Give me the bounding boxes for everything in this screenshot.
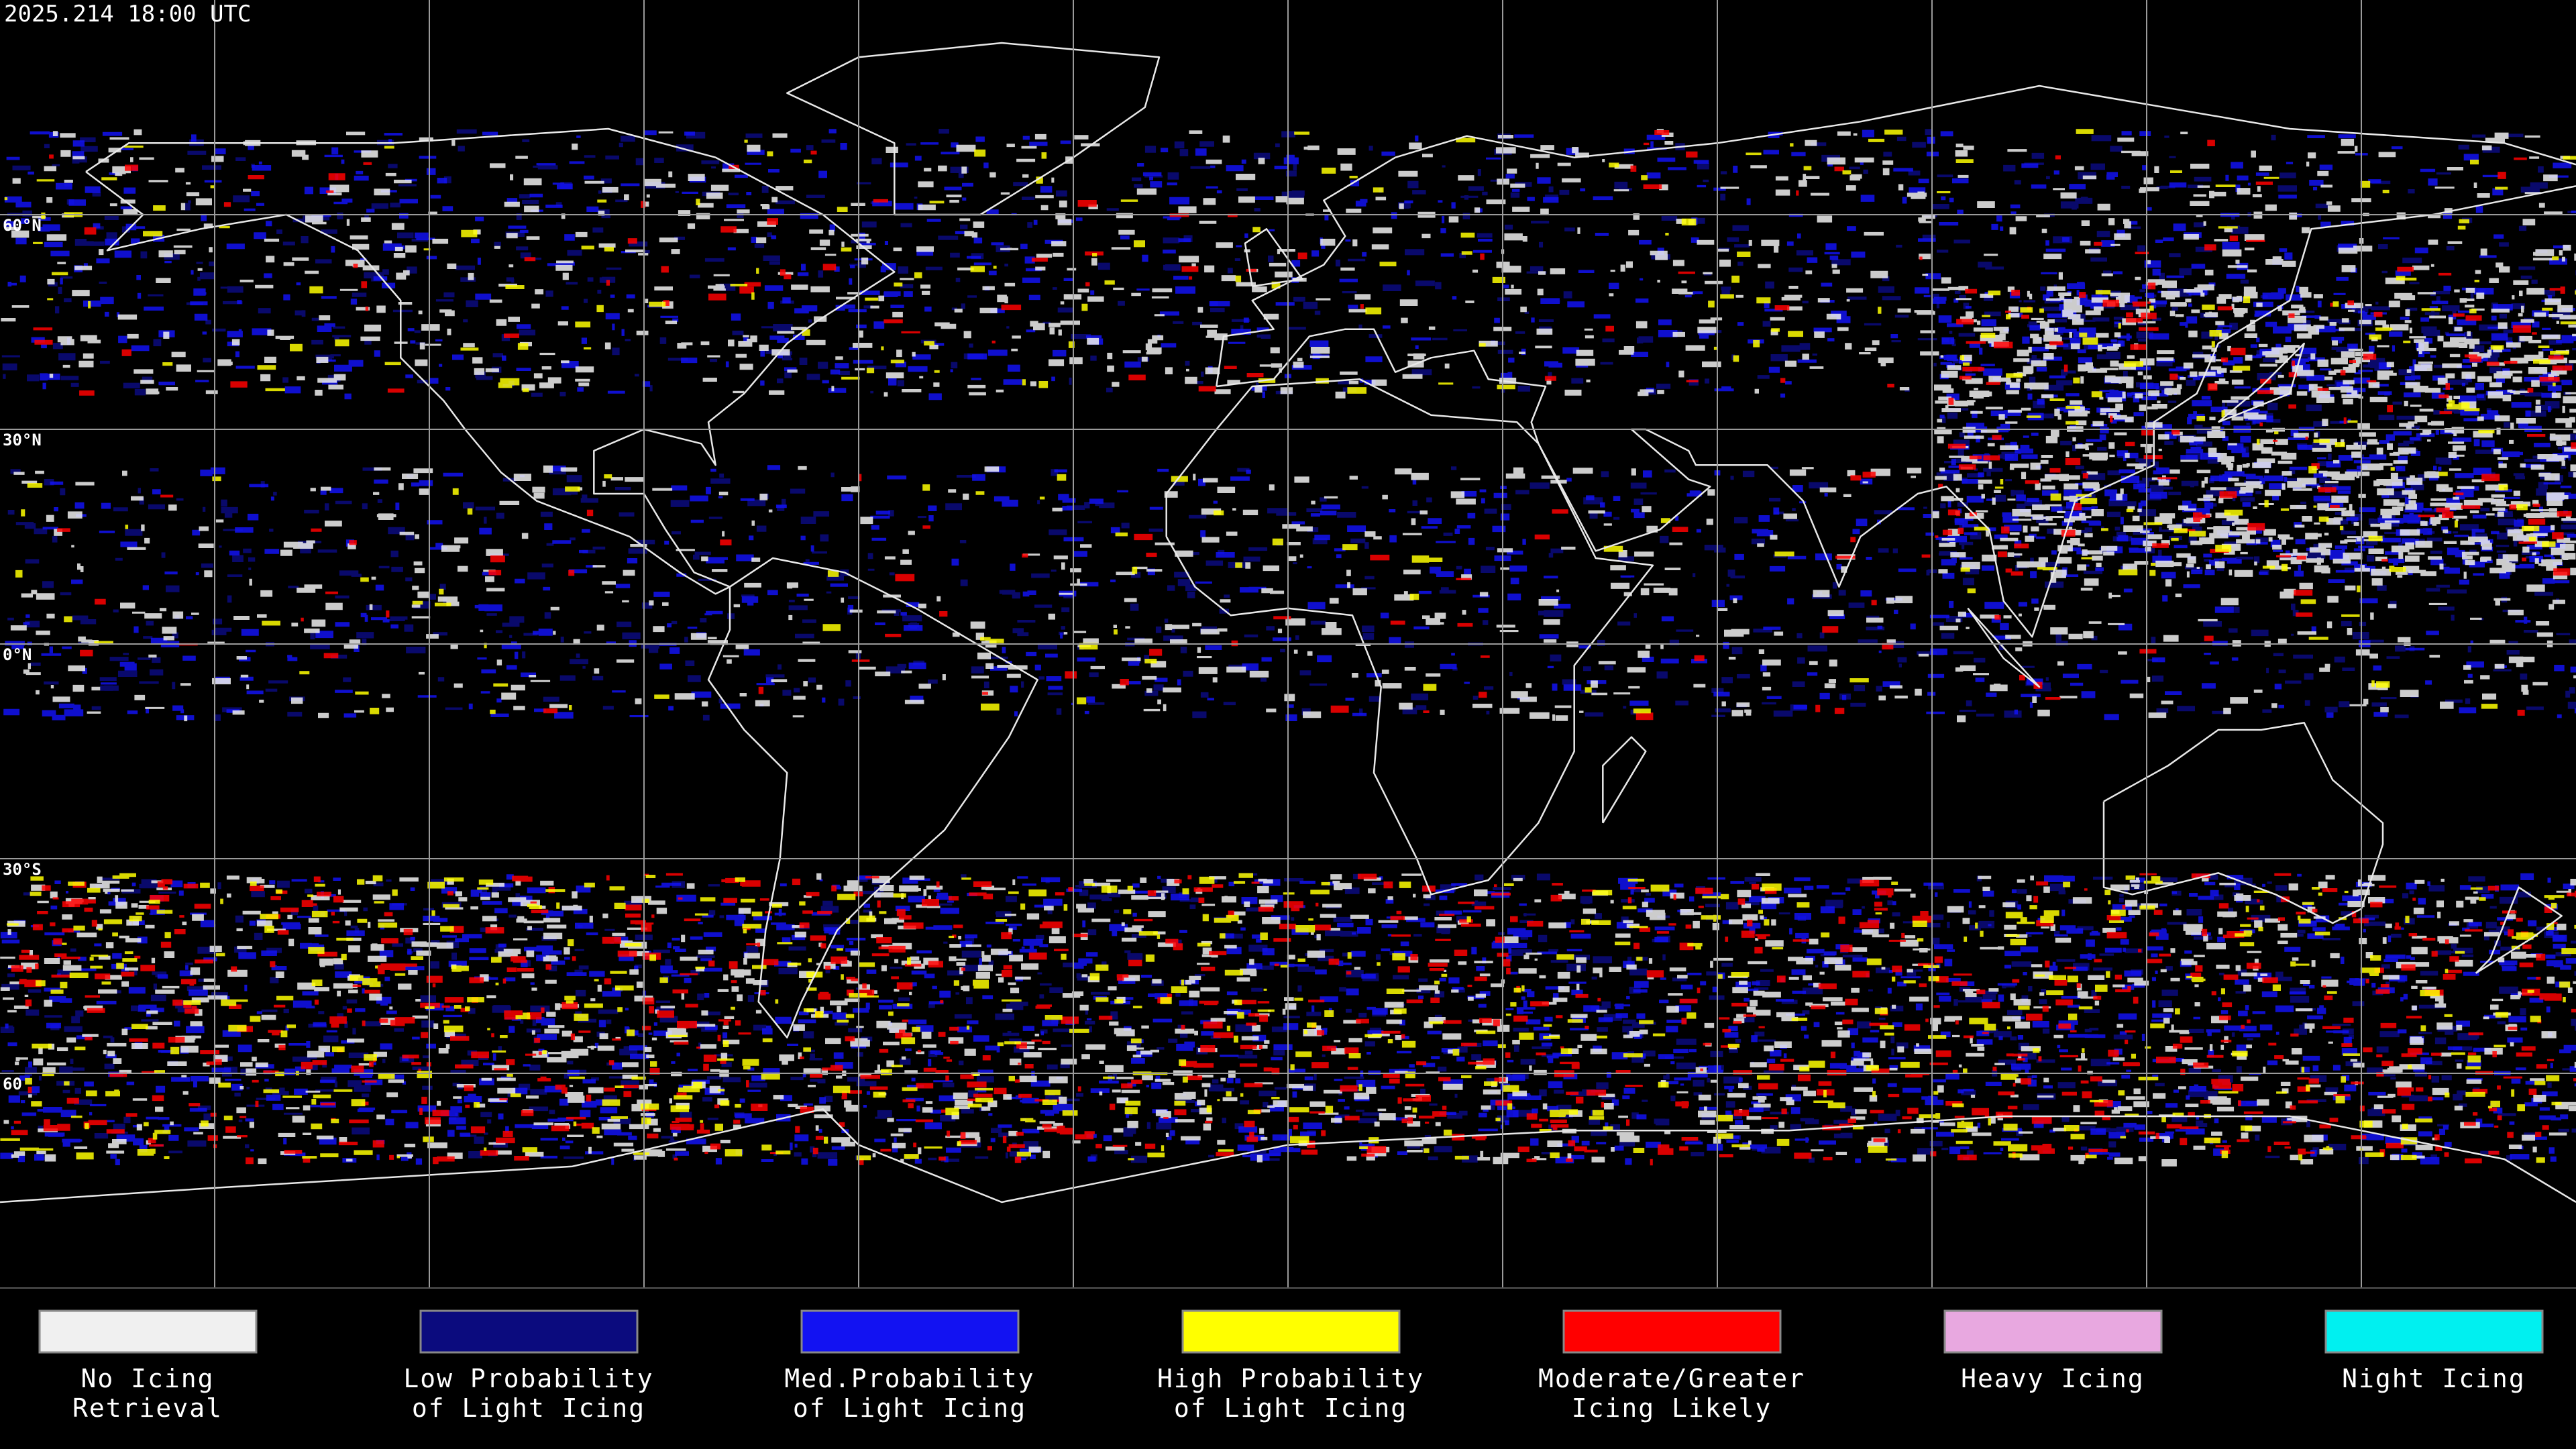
legend-label: of Light Icing: [1174, 1393, 1407, 1423]
legend-label: Retrieval: [72, 1393, 223, 1423]
timestamp: 2025.214 18:00 UTC: [4, 1, 251, 28]
legend-label: High Probability: [1157, 1364, 1424, 1393]
coastlines: [0, 42, 2576, 1203]
latitude-label: 60°N: [3, 216, 42, 235]
latitude-label: 0°N: [3, 645, 32, 664]
legend-label: Night Icing: [2342, 1364, 2526, 1393]
coastline: [1244, 228, 1303, 287]
latitude-label: 30°S: [3, 860, 42, 879]
legend-label: Low Probability: [403, 1364, 653, 1393]
graticule: 60°N 30°N 0°N 30°S 60: [0, 0, 2576, 1288]
coastline: [1602, 736, 1647, 824]
coastline: [707, 557, 1038, 1038]
coastline: [2217, 342, 2305, 423]
coastline: [1967, 607, 2041, 688]
legend-label: Moderate/Greater: [1538, 1364, 1805, 1393]
legend-label: of Light Icing: [793, 1393, 1026, 1423]
coastline: [786, 42, 1161, 216]
icing-pixels: [0, 129, 2576, 1166]
coastline: [2102, 722, 2384, 924]
legend-swatch: [1562, 1309, 1782, 1354]
coastline: [85, 127, 896, 595]
latitude-label: 30°N: [3, 431, 42, 449]
legend-label: Heavy Icing: [1961, 1364, 2145, 1393]
legend-swatch: [38, 1309, 258, 1354]
legend-label: Med.Probability: [784, 1364, 1034, 1393]
coastline: [1216, 85, 2576, 387]
legend-swatch: [2324, 1309, 2544, 1354]
legend-label: No Icing: [80, 1364, 214, 1393]
legend-swatch: [1181, 1309, 1401, 1354]
coastline: [1216, 185, 2576, 638]
legend-swatch: [419, 1309, 639, 1354]
coastline: [2475, 886, 2563, 974]
coastline: [1165, 378, 1654, 896]
latitude-label: 60: [3, 1075, 22, 1093]
legend-label: Icing Likely: [1572, 1393, 1772, 1423]
legend-label: of Light Icing: [412, 1393, 645, 1423]
legend-swatch: [800, 1309, 1020, 1354]
legend-swatch: [1943, 1309, 2163, 1354]
